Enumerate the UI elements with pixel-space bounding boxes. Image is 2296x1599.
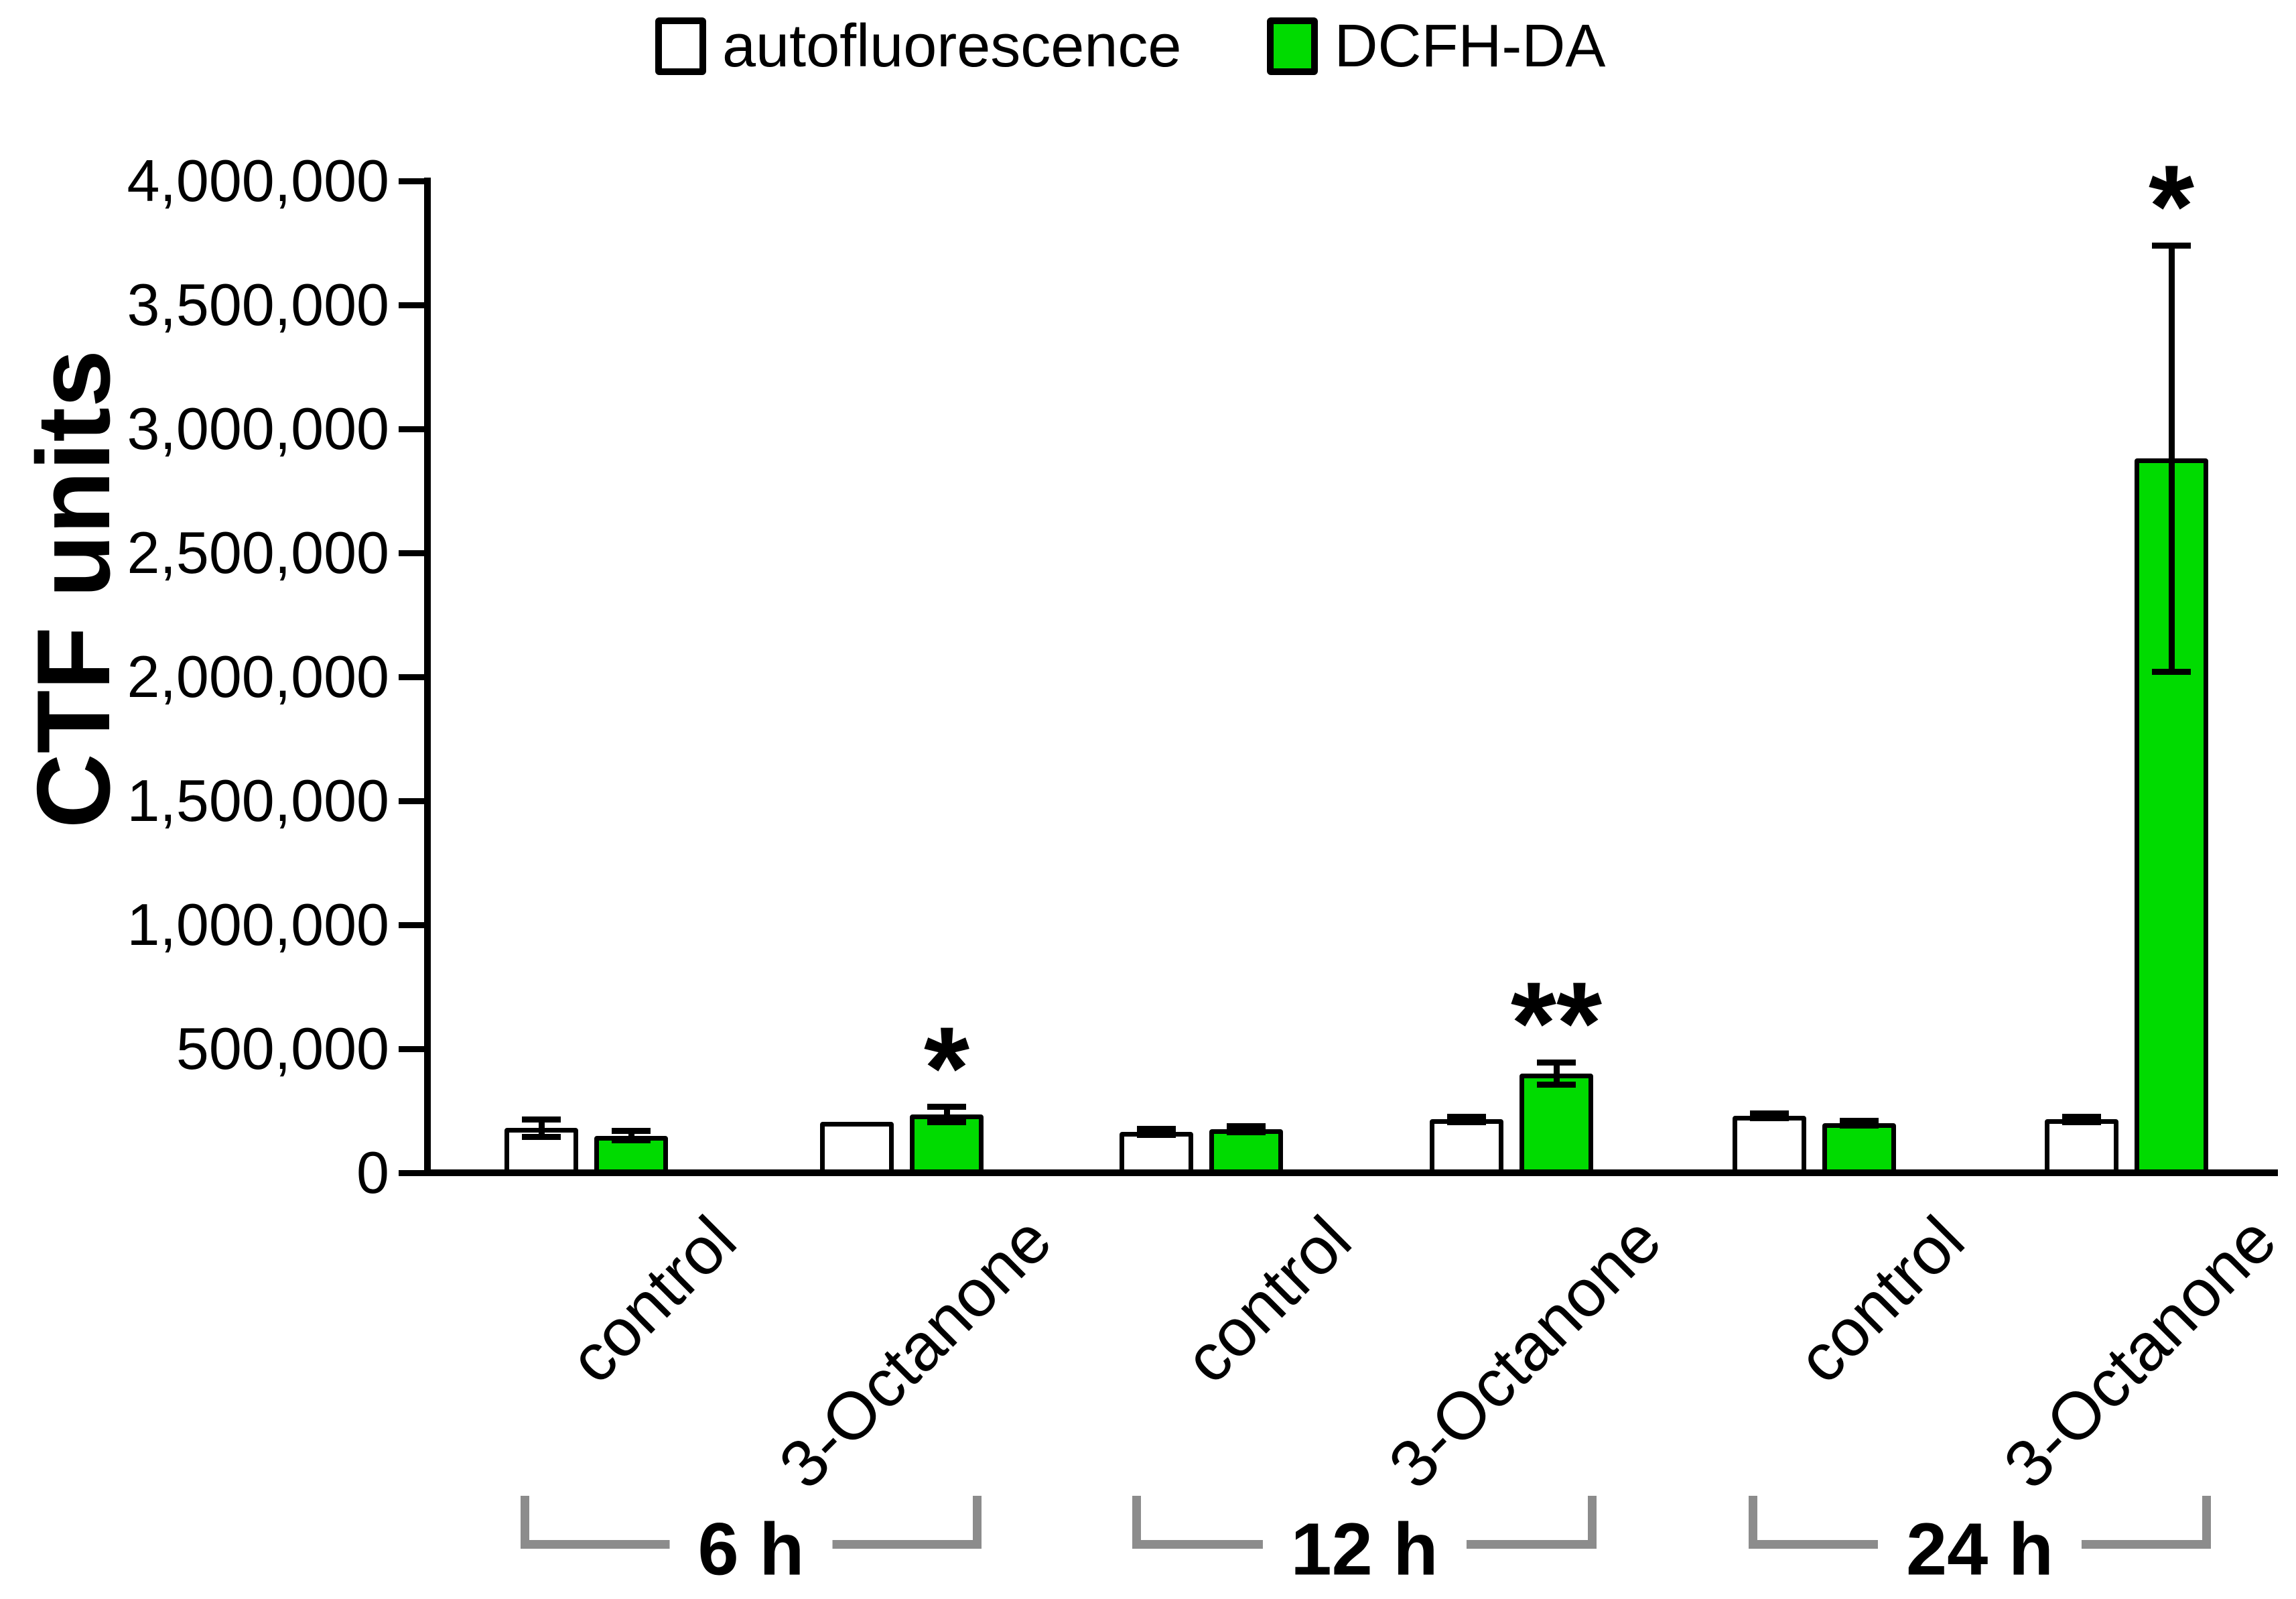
bar-dcfh-da [1209, 1129, 1283, 1175]
error-bar [1553, 1062, 1560, 1085]
error-bar-cap [612, 1127, 651, 1134]
group-label: 24 h [1877, 1507, 2082, 1592]
legend-swatch-DCFH-DA [1267, 17, 1319, 75]
error-bar-cap [2152, 242, 2191, 249]
error-bar-cap [1137, 1126, 1176, 1132]
y-tick-label: 1,500,000 [127, 767, 390, 834]
y-tick [399, 921, 424, 928]
y-tick-label: 3,500,000 [127, 271, 390, 338]
group-bracket-stub [1588, 1496, 1597, 1540]
error-bar [2168, 245, 2175, 672]
y-tick-label: 3,000,000 [127, 395, 390, 462]
x-category-label: control [1170, 1202, 1365, 1398]
legend-label: autofluorescence [722, 13, 1182, 80]
legend-swatch-autofluorescence [655, 17, 706, 75]
group-bracket-stub [1132, 1496, 1141, 1540]
error-bar-cap [522, 1133, 561, 1140]
error-bar-cap [2062, 1114, 2101, 1121]
group-label: 6 h [669, 1507, 833, 1592]
error-bar-cap [1227, 1123, 1266, 1130]
x-axis [424, 1169, 2278, 1176]
y-axis-title: CTF units [15, 349, 131, 829]
error-bar-cap [1447, 1119, 1486, 1126]
error-bar-cap [612, 1137, 651, 1144]
y-tick [399, 1169, 424, 1176]
x-category-label: 3-Octanone [1990, 1202, 2291, 1503]
error-bar-cap [1750, 1115, 1789, 1122]
x-category-label: 3-Octanone [1375, 1202, 1676, 1503]
group-bracket-stub [973, 1496, 982, 1540]
significance-marker: * [2148, 141, 2195, 273]
error-bar-cap [1447, 1113, 1486, 1120]
y-axis [424, 178, 431, 1176]
y-tick [399, 674, 424, 680]
y-tick-label: 2,000,000 [127, 643, 390, 710]
error-bar-cap [2062, 1118, 2101, 1125]
y-tick-label: 2,500,000 [127, 519, 390, 586]
error-bar-cap [2152, 669, 2191, 676]
error-bar [538, 1119, 545, 1137]
y-tick-label: 500,000 [176, 1015, 389, 1082]
significance-marker: ** [1510, 958, 1603, 1090]
error-bar-cap [1137, 1131, 1176, 1138]
error-bar [943, 1106, 950, 1123]
group-bracket-stub [1749, 1496, 1757, 1540]
group-bracket-stub [2202, 1496, 2211, 1540]
significance-marker: * [923, 1003, 970, 1134]
y-tick [399, 178, 424, 184]
bar-autofluorescence [2045, 1119, 2118, 1175]
error-bar [628, 1131, 634, 1141]
y-tick [399, 426, 424, 432]
legend-label: DCFH-DA [1334, 13, 1606, 80]
y-tick-label: 1,000,000 [127, 891, 390, 958]
error-bar-cap [927, 1118, 966, 1125]
error-bar-cap [1227, 1129, 1266, 1136]
y-tick [399, 1045, 424, 1052]
error-bar-cap [1840, 1123, 1879, 1129]
y-tick [399, 797, 424, 804]
error-bar-cap [1537, 1082, 1576, 1088]
group-bracket-stub [521, 1496, 529, 1540]
y-tick-label: 0 [356, 1139, 389, 1206]
error-bar-cap [1750, 1110, 1789, 1116]
bar-autofluorescence [1733, 1115, 1806, 1175]
x-category-label: control [1783, 1202, 1978, 1398]
y-tick [399, 302, 424, 308]
bar-autofluorescence [820, 1122, 894, 1175]
error-bar-cap [1840, 1117, 1879, 1124]
bar-dcfh-da [1822, 1123, 1896, 1175]
y-tick [399, 550, 424, 556]
bar-autofluorescence [1430, 1119, 1503, 1175]
legend-item: DCFH-DA [1267, 9, 1605, 83]
x-category-label: 3-Octanone [765, 1202, 1066, 1503]
chart-legend: autofluorescence DCFH-DA [655, 9, 1691, 83]
error-bar-cap [927, 1104, 966, 1110]
error-bar-cap [522, 1116, 561, 1123]
y-tick-label: 4,000,000 [127, 147, 390, 214]
group-label: 12 h [1262, 1507, 1467, 1592]
x-category-label: control [555, 1202, 750, 1398]
error-bar-cap [1537, 1059, 1576, 1066]
legend-item: autofluorescence [655, 9, 1181, 83]
